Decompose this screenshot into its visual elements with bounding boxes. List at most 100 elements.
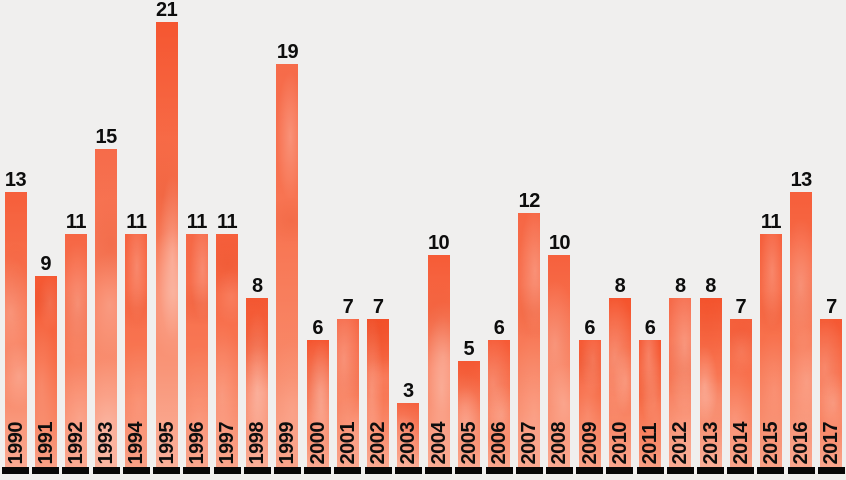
bar-column-1996: 11 1996 xyxy=(183,210,211,474)
baseline-tick xyxy=(183,467,211,474)
bar-column-2006: 6 2006 xyxy=(485,316,513,474)
baseline-tick xyxy=(636,467,664,474)
baseline-tick xyxy=(2,467,29,474)
value-label: 3 xyxy=(403,380,414,403)
baseline-tick xyxy=(394,467,422,474)
year-label: 2016 xyxy=(790,421,813,465)
bar-column-2016: 13 2016 xyxy=(787,170,815,474)
bar-column-1997: 11 1997 xyxy=(213,210,241,474)
bar-1995: 1995 xyxy=(155,22,178,467)
bar-1997: 1997 xyxy=(216,233,239,467)
baseline-tick xyxy=(757,467,785,474)
year-label: 2001 xyxy=(336,421,359,465)
bar-2000: 2000 xyxy=(306,339,329,467)
value-label: 11 xyxy=(65,210,87,233)
value-label: 7 xyxy=(372,295,384,318)
bar-1996: 1996 xyxy=(185,233,208,467)
value-label: 11 xyxy=(186,210,208,233)
bar-2013: 2013 xyxy=(699,297,722,467)
baseline-tick xyxy=(425,467,453,474)
year-label: 1999 xyxy=(276,421,299,465)
bar-2017: 2017 xyxy=(820,318,843,467)
baseline-tick xyxy=(606,467,634,474)
baseline-tick xyxy=(787,467,815,474)
baseline-tick xyxy=(122,467,150,474)
year-label: 2000 xyxy=(306,421,329,465)
bar-2012: 2012 xyxy=(669,297,692,467)
bar-column-2009: 6 2009 xyxy=(576,316,604,474)
bar-column-2004: 10 2004 xyxy=(425,233,453,474)
year-label: 2015 xyxy=(759,421,782,465)
year-label: 2002 xyxy=(367,421,390,465)
baseline-tick xyxy=(304,467,332,474)
baseline-tick xyxy=(817,467,845,474)
bar-column-1994: 11 1994 xyxy=(122,212,150,474)
bar-column-2015: 11 2015 xyxy=(757,210,785,474)
value-label: 6 xyxy=(312,316,323,339)
value-label: 6 xyxy=(493,316,505,339)
year-label: 1992 xyxy=(64,421,87,465)
bar-column-2017: 7 2017 xyxy=(817,295,845,474)
bar-2003: 2003 xyxy=(397,403,420,467)
bar-column-1991: 9 1991 xyxy=(32,254,60,474)
bar-2010: 2010 xyxy=(608,297,631,467)
bar-2004: 2004 xyxy=(427,255,450,467)
bar-column-1998: 8 1998 xyxy=(243,276,271,474)
value-label: 6 xyxy=(584,316,595,339)
baseline-tick xyxy=(153,467,181,474)
year-label: 1995 xyxy=(155,421,178,465)
value-label: 8 xyxy=(675,274,686,297)
baseline-tick xyxy=(364,467,392,474)
baseline-tick xyxy=(666,467,694,474)
bar-1998: 1998 xyxy=(246,297,269,467)
bar-column-2010: 8 2010 xyxy=(606,276,634,474)
baseline-tick xyxy=(334,467,362,474)
year-label: 2017 xyxy=(820,421,843,465)
bar-column-2011: 6 2011 xyxy=(636,316,664,474)
year-label: 1994 xyxy=(125,421,148,465)
bar-1992: 1992 xyxy=(64,233,87,467)
bar-2011: 2011 xyxy=(639,339,662,467)
bar-column-2007: 12 2007 xyxy=(515,189,543,474)
bar-column-2012: 8 2012 xyxy=(666,274,694,474)
year-label: 2004 xyxy=(427,421,450,465)
bar-1990: 1990 xyxy=(4,191,27,467)
value-label: 7 xyxy=(826,295,837,318)
year-label: 1993 xyxy=(95,421,118,465)
bar-1994: 1994 xyxy=(125,233,148,467)
bar-column-2008: 10 2008 xyxy=(545,232,573,474)
year-label: 2005 xyxy=(457,421,480,465)
bar-1991: 1991 xyxy=(34,276,57,467)
baseline-tick xyxy=(32,467,60,474)
value-label: 12 xyxy=(518,189,541,212)
year-label: 2003 xyxy=(397,421,420,465)
year-label: 1990 xyxy=(4,421,27,465)
bar-column-1999: 19 1999 xyxy=(273,42,301,474)
year-label: 1996 xyxy=(185,421,208,465)
bar-column-2002: 7 2002 xyxy=(364,295,392,474)
value-label: 11 xyxy=(760,210,782,233)
bar-column-1993: 15 1993 xyxy=(92,126,120,474)
bar-1999: 1999 xyxy=(276,64,299,467)
value-label: 13 xyxy=(4,168,27,191)
value-label: 7 xyxy=(342,295,354,318)
bar-column-2013: 8 2013 xyxy=(697,274,725,474)
baseline-tick xyxy=(243,467,271,474)
year-label: 2007 xyxy=(518,421,541,465)
year-label: 1998 xyxy=(246,421,269,465)
value-label: 21 xyxy=(155,0,178,21)
value-label: 11 xyxy=(216,210,238,233)
bar-column-2005: 5 2005 xyxy=(455,339,483,474)
baseline-tick xyxy=(62,467,90,474)
year-label: 2009 xyxy=(578,421,601,465)
value-label: 6 xyxy=(644,316,656,339)
value-label: 15 xyxy=(95,126,118,149)
year-label: 2013 xyxy=(699,421,722,465)
baseline-tick xyxy=(515,467,543,474)
value-label: 10 xyxy=(548,232,571,255)
value-label: 8 xyxy=(705,274,716,297)
baseline-tick xyxy=(727,467,755,474)
year-label: 1991 xyxy=(34,421,57,465)
baseline-tick xyxy=(485,467,513,474)
